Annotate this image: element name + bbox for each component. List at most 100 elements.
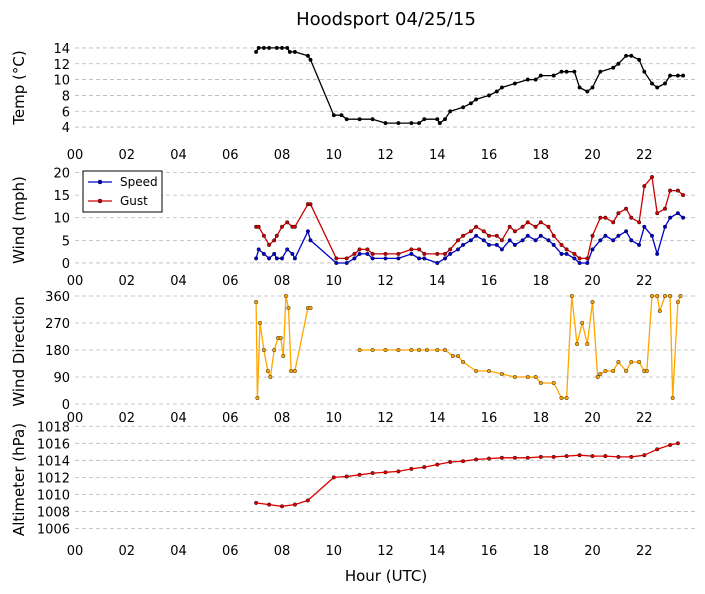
altimeter-y-tick-label: 1008 <box>37 505 70 520</box>
wind-data-point <box>292 224 297 229</box>
wind-data-point <box>585 261 590 266</box>
direction-y-tick-label: 90 <box>53 371 70 386</box>
direction-data-point <box>409 348 414 353</box>
wind-data-point <box>267 242 272 247</box>
direction-data-point <box>461 360 466 365</box>
altimeter-data-point <box>461 459 466 464</box>
direction-data-point <box>564 396 569 401</box>
direction-data-point <box>675 300 680 305</box>
direction-data-point <box>657 309 662 314</box>
altimeter-y-tick-label: 1014 <box>37 454 70 469</box>
altimeter-x-tick-label: 18 <box>532 544 549 559</box>
wind-data-point <box>590 233 595 238</box>
temp-x-tick-label: 16 <box>481 148 498 163</box>
altimeter-x-tick-label: 12 <box>377 544 394 559</box>
temp-data-point <box>267 45 272 50</box>
altimeter-data-point <box>370 471 375 476</box>
wind-data-point <box>507 224 512 229</box>
wind-y-tick-label: 5 <box>62 234 70 249</box>
wind-data-point <box>572 251 577 256</box>
wind-data-point <box>650 174 655 179</box>
temp-data-point <box>598 69 603 74</box>
direction-data-point <box>637 360 642 365</box>
altimeter-data-point <box>675 441 680 446</box>
wind-data-point <box>334 261 339 266</box>
wind-data-point <box>668 215 673 220</box>
direction-x-tick-label: 12 <box>377 411 394 426</box>
direction-x-tick-label: 08 <box>274 411 291 426</box>
direction-data-point <box>585 342 590 347</box>
direction-data-point <box>487 369 492 374</box>
direction-series-line-0 <box>255 295 311 399</box>
temp-x-tick-label: 02 <box>118 148 135 163</box>
temp-data-point <box>590 85 595 90</box>
altimeter-x-tick-label: 06 <box>222 544 239 559</box>
altimeter-data-point <box>357 472 362 477</box>
direction-data-point <box>580 321 585 326</box>
wind-data-point <box>538 220 543 225</box>
wind-data-point <box>272 238 277 243</box>
wind-data-point <box>409 247 414 252</box>
temp-x-tick-label: 22 <box>636 148 653 163</box>
temp-x-tick-label: 06 <box>222 148 239 163</box>
temp-data-point <box>681 73 686 78</box>
temp-data-point <box>344 117 349 122</box>
temp-y-tick-label: 14 <box>53 42 70 57</box>
wind-data-point <box>520 238 525 243</box>
temp-data-point <box>663 81 668 86</box>
wind-data-point <box>507 238 512 243</box>
altimeter-y-tick-label: 1012 <box>37 471 70 486</box>
altimeter-data-point <box>551 454 556 459</box>
altimeter-data-point <box>331 475 336 480</box>
direction-data-point <box>255 396 260 401</box>
temp-x-tick-label: 10 <box>325 148 342 163</box>
legend-gust-marker <box>97 198 103 204</box>
altimeter-x-tick-label: 20 <box>584 544 601 559</box>
wind-data-point <box>559 251 564 256</box>
chart-title: Hoodsport 04/25/15 <box>296 9 476 30</box>
wind-data-point <box>481 229 486 234</box>
wind-data-point <box>456 238 461 243</box>
direction-data-point <box>670 396 675 401</box>
panel-direction: 0 90 180 270 360 Wind Direction <box>10 290 696 413</box>
wind-data-point <box>585 256 590 261</box>
altimeter-data-point <box>642 453 647 458</box>
wind-data-point <box>637 220 642 225</box>
wind-data-point <box>456 247 461 252</box>
altimeter-y-tick-label: 1016 <box>37 437 70 452</box>
temp-data-point <box>468 101 473 106</box>
direction-data-point <box>254 300 259 305</box>
temp-data-point <box>668 73 673 78</box>
altimeter-data-point <box>383 470 388 475</box>
wind-data-point <box>383 256 388 261</box>
altimeter-data-point <box>305 498 310 503</box>
temp-data-point <box>474 97 479 102</box>
panel-altimeter: 1006 1008 1010 1012 1014 1016 1018 Altimeter (… <box>10 420 696 537</box>
temp-data-point <box>585 89 590 94</box>
wind-data-point <box>396 256 401 261</box>
wind-data-point <box>352 256 357 261</box>
temp-data-point <box>675 73 680 78</box>
temp-x-tick-label: 18 <box>532 148 549 163</box>
temp-y-tick-label: 12 <box>53 58 70 73</box>
temp-data-point <box>611 65 616 70</box>
altimeter-data-point <box>280 504 285 509</box>
wind-data-point <box>655 211 660 216</box>
direction-data-point <box>396 348 401 353</box>
temp-data-point <box>551 73 556 78</box>
direction-data-point <box>644 369 649 374</box>
direction-x-tick-label: 04 <box>170 411 187 426</box>
direction-x-tick-label: 18 <box>532 411 549 426</box>
temp-data-point <box>396 121 401 126</box>
altimeter-data-point <box>435 462 440 467</box>
wind-grid <box>75 172 696 264</box>
temp-data-point <box>370 117 375 122</box>
direction-data-point <box>308 306 313 311</box>
direction-data-point <box>551 381 556 386</box>
temp-data-point <box>274 45 279 50</box>
direction-data-point <box>281 354 286 359</box>
direction-data-point <box>525 375 530 380</box>
wind-data-point <box>357 247 362 252</box>
direction-data-point <box>286 306 291 311</box>
direction-x-ticks: 00 02 04 06 08 10 12 14 16 18 20 22 <box>67 411 653 426</box>
